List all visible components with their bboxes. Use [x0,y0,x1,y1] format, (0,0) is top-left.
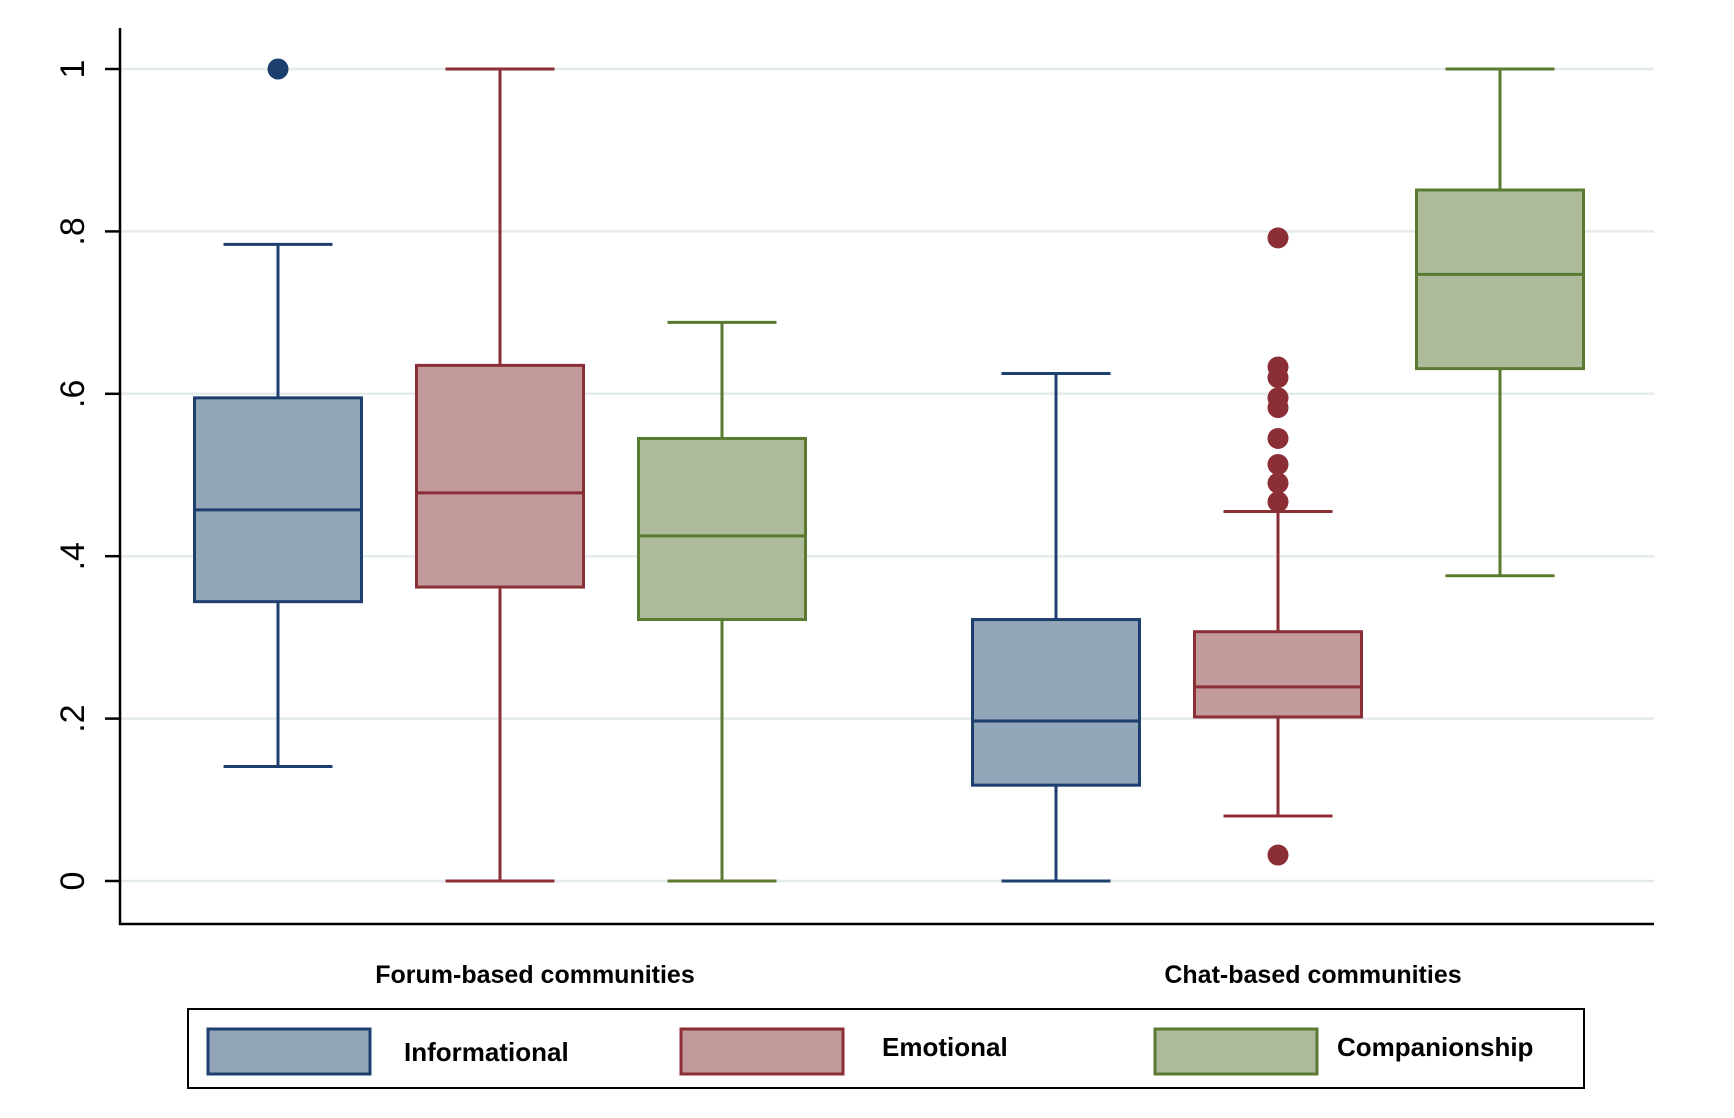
outlier-point [1267,387,1289,409]
y-tick-label: .8 [54,217,92,245]
group-label: Chat-based communities [1164,961,1461,989]
y-tick-label: 1 [54,60,92,79]
y-tick-label: .4 [54,542,92,570]
group-label: Forum-based communities [375,961,695,989]
outlier-point [1267,227,1289,249]
y-ticks: 0 .2 .4 .6 .8 1 [54,60,120,891]
box-emotional-group-1 [415,67,585,883]
legend-swatch-companionship [1153,1027,1319,1076]
iqr-box [637,436,807,622]
legend: Informational Emotional Companionship [187,1008,1585,1089]
outlier-point [1267,356,1289,378]
legend-frame [187,1008,1585,1089]
legend-label-emotional: Emotional [882,1032,1008,1062]
iqr-box [1193,630,1363,719]
outlier-point [1267,491,1289,513]
y-tick-label: .6 [54,380,92,408]
boxes [193,58,1585,883]
group-labels: Forum-based communities Chat-based commun… [375,961,1461,989]
outlier-point [1267,427,1289,449]
iqr-box [971,618,1141,787]
gridlines [120,67,1654,883]
box-emotional-group-2 [1193,227,1363,866]
outlier-point [267,58,289,80]
iqr-box [193,396,363,604]
box-informational-group-2 [971,372,1141,883]
legend-swatch-emotional [679,1027,845,1076]
outlier-point [1267,453,1289,475]
legend-label-companionship: Companionship [1337,1032,1533,1062]
box-informational-group-1 [193,58,363,769]
iqr-box [415,363,585,589]
y-tick-label: .2 [54,704,92,732]
axes [118,28,1654,926]
outlier-point [1267,472,1289,494]
iqr-box [1415,188,1585,371]
legend-swatch-informational [206,1027,372,1076]
box-companionship-group-2 [1415,67,1585,578]
box-companionship-group-1 [637,320,807,883]
y-tick-label: 0 [54,872,92,891]
outlier-point [1267,844,1289,866]
legend-label-informational: Informational [404,1037,569,1067]
